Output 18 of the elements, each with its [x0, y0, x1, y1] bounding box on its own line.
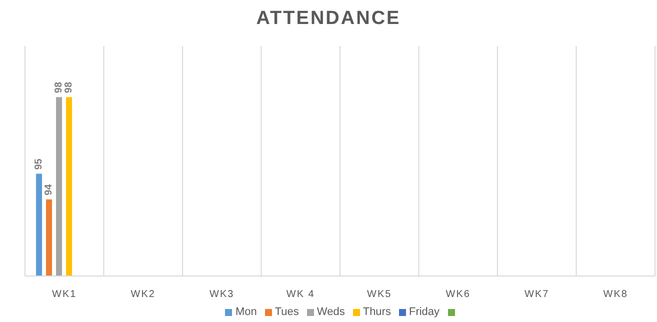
data-label: 95 [34, 158, 45, 170]
legend-label: Tues [274, 306, 299, 318]
x-tick-label: WK8 [603, 289, 628, 300]
x-tick-label: WK7 [524, 289, 550, 300]
legend-label: Weds [316, 306, 345, 318]
x-tick-label: WK2 [130, 289, 156, 300]
data-label: 98 [64, 82, 75, 94]
x-tick-label: WK3 [210, 289, 234, 300]
legend-label: Thurs [362, 306, 391, 318]
x-tick-label: WK1 [52, 289, 77, 300]
x-tick-label: WK5 [367, 289, 392, 300]
data-label: 94 [44, 184, 55, 196]
x-tick-label: WK6 [446, 289, 470, 300]
chart-title: ATTENDANCE [255, 8, 402, 30]
x-tick-label: WK 4 [286, 289, 315, 300]
data-label: 98 [54, 82, 65, 94]
legend-label: Mon [235, 306, 257, 318]
legend-label: Friday [408, 306, 440, 318]
